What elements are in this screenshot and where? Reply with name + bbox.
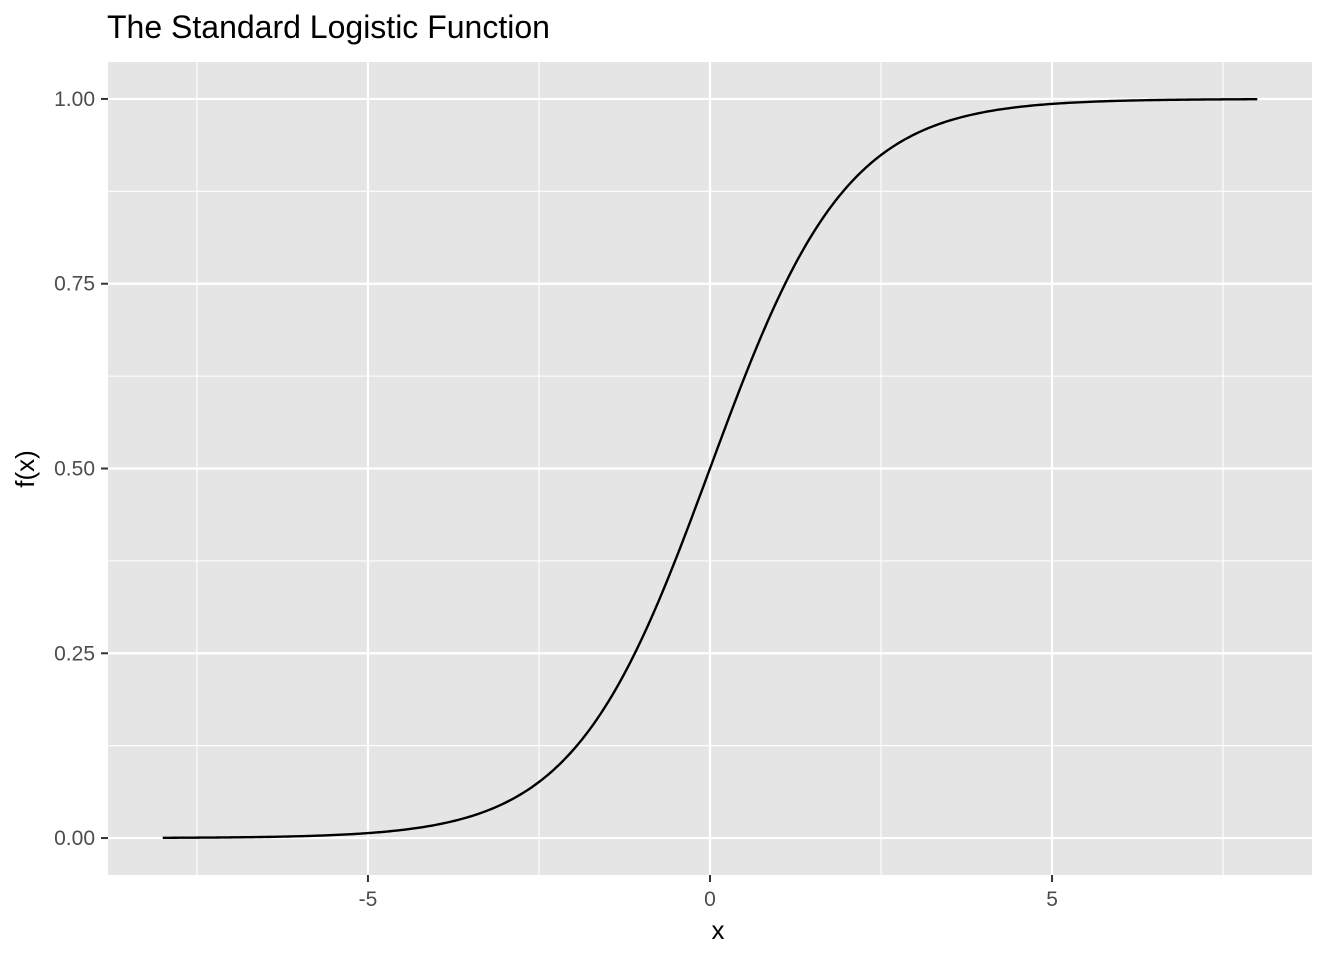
- x-axis: -5 0 5: [359, 875, 1058, 911]
- y-tick-label: 0.75: [54, 273, 95, 296]
- y-axis: 0.00 0.25 0.50 0.75 1.00: [54, 88, 108, 850]
- x-tick-label: 0: [704, 888, 716, 911]
- y-tick-label: 1.00: [54, 88, 95, 111]
- y-tick-label: 0.50: [54, 458, 95, 481]
- x-tick-label: 5: [1046, 888, 1058, 911]
- series-layer: [162, 98, 1258, 839]
- chart-title: The Standard Logistic Function: [107, 9, 550, 45]
- y-tick-label: 0.25: [54, 642, 95, 665]
- y-tick-label: 0.00: [54, 827, 95, 850]
- x-axis-title: x: [712, 915, 725, 945]
- series-line: [162, 98, 1258, 839]
- x-tick-label: -5: [359, 888, 378, 911]
- y-axis-title: f(x): [10, 450, 40, 488]
